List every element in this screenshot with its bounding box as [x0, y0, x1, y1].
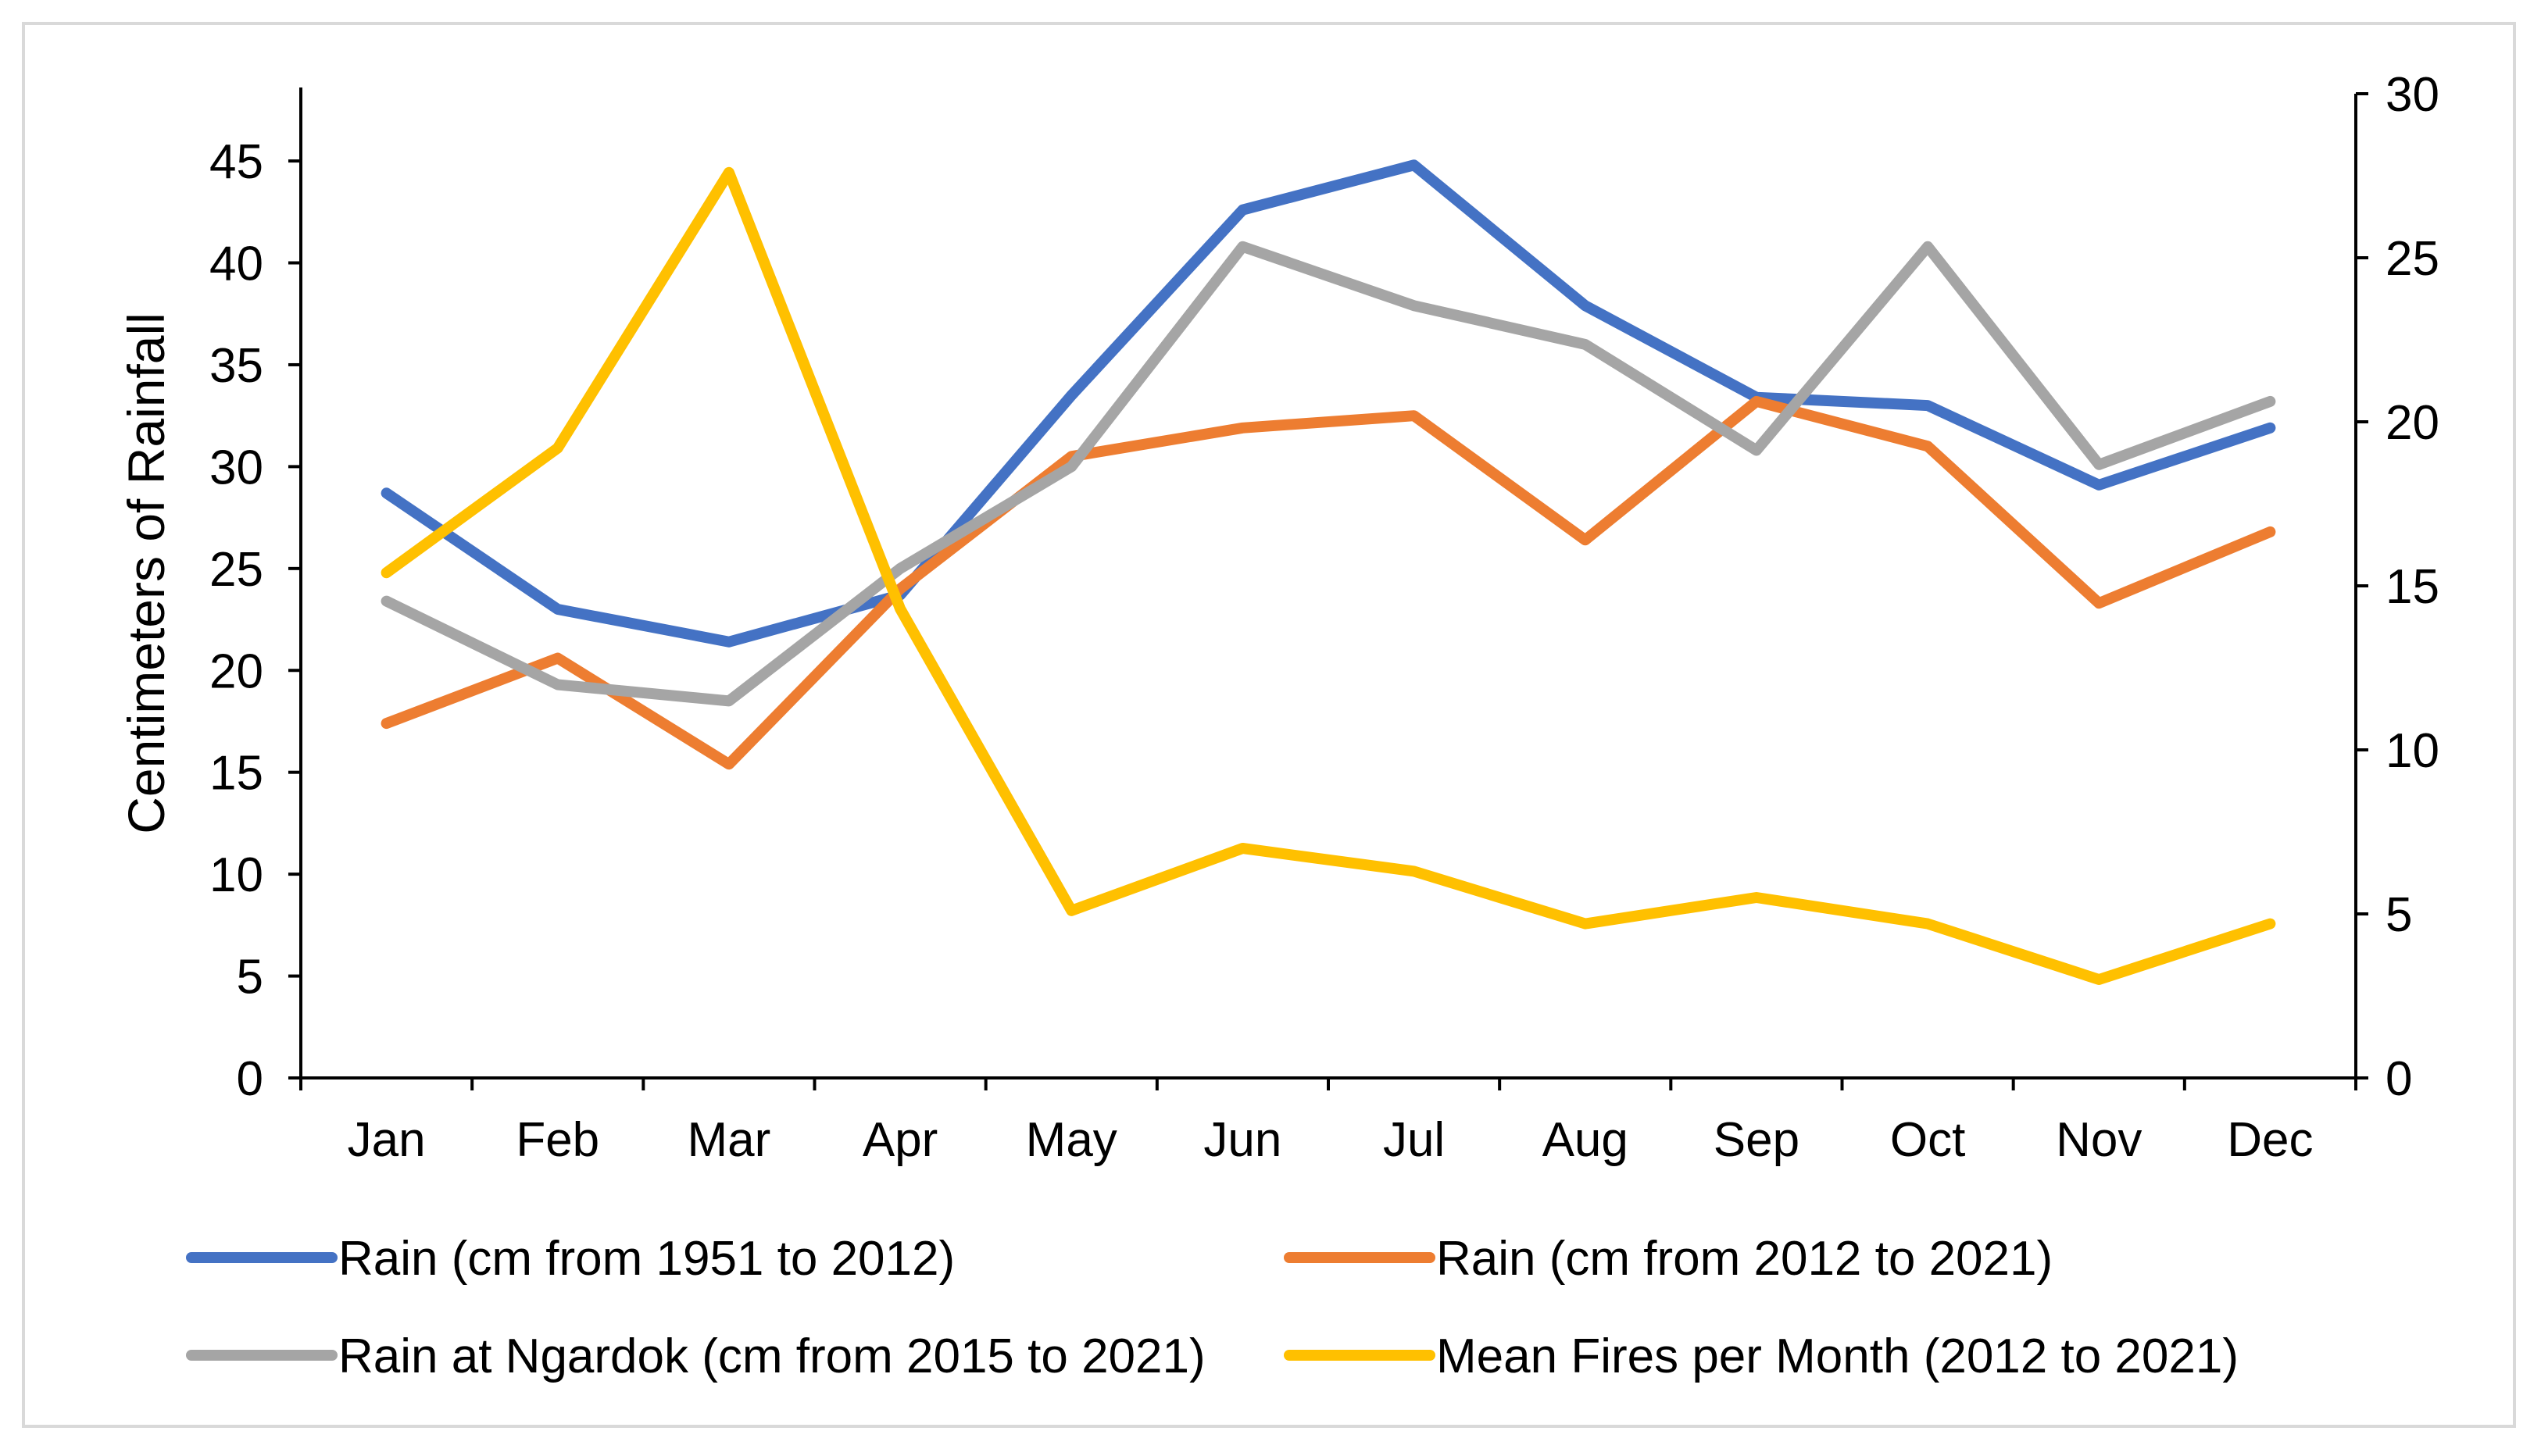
y-tick-left-label: 30 — [209, 441, 263, 494]
x-tick-label: Apr — [863, 1113, 938, 1167]
legend-label-1: Rain (cm from 1951 to 2012) — [338, 1232, 955, 1286]
y-tick-left-label: 40 — [209, 237, 263, 291]
x-tick-label: Oct — [1890, 1113, 1965, 1167]
y-tick-left-label: 20 — [209, 644, 263, 698]
legend-label-2: Rain (cm from 2012 to 2021) — [1436, 1232, 2053, 1286]
x-tick-label: Nov — [2056, 1113, 2142, 1167]
y-tick-right-label: 20 — [2386, 396, 2439, 450]
x-tick-label: Jul — [1383, 1113, 1445, 1167]
y-tick-left-label: 45 — [209, 135, 263, 189]
y-tick-left-label: 25 — [209, 543, 263, 597]
y-tick-left-label: 15 — [209, 747, 263, 801]
series-layer — [381, 159, 2276, 985]
y-tick-right-label: 30 — [2386, 68, 2439, 122]
series-line-4 — [381, 166, 2276, 985]
y-tick-right-label: 25 — [2386, 232, 2439, 286]
x-tick-label: Aug — [1542, 1113, 1628, 1167]
y-tick-right-label: 5 — [2386, 888, 2412, 942]
y-tick-right-label: 10 — [2386, 724, 2439, 778]
y-tick-left-label: 0 — [237, 1052, 263, 1106]
legend: Rain (cm from 1951 to 2012) Rain (cm from… — [186, 1232, 2239, 1383]
y-axis-title: Centimeters of Rainfall — [117, 312, 175, 834]
x-tick-label: Mar — [688, 1113, 771, 1167]
x-tick-label: Feb — [516, 1113, 599, 1167]
legend-label-3: Rain at Ngardok (cm from 2015 to 2021) — [338, 1329, 1206, 1383]
axes: 0 5 10 15 20 25 30 35 40 45 0 5 10 15 20 25 30 Jan Feb Mar A… — [209, 68, 2439, 1167]
x-tick-label: May — [1026, 1113, 1117, 1167]
series-line-2 — [381, 395, 2276, 770]
x-tick-label: Dec — [2227, 1113, 2313, 1167]
legend-label-4: Mean Fires per Month (2012 to 2021) — [1436, 1329, 2239, 1383]
series-line-1 — [381, 159, 2276, 648]
y-tick-left-label: 10 — [209, 848, 263, 902]
series-line-3 — [381, 241, 2276, 707]
y-tick-left-label: 35 — [209, 339, 263, 393]
x-tick-label: Jan — [348, 1113, 426, 1167]
y-tick-left-label: 5 — [237, 951, 263, 1005]
x-tick-label: Sep — [1714, 1113, 1799, 1167]
x-tick-label: Jun — [1203, 1113, 1281, 1167]
y-tick-right-label: 0 — [2386, 1052, 2412, 1106]
y-tick-right-label: 15 — [2386, 560, 2439, 614]
